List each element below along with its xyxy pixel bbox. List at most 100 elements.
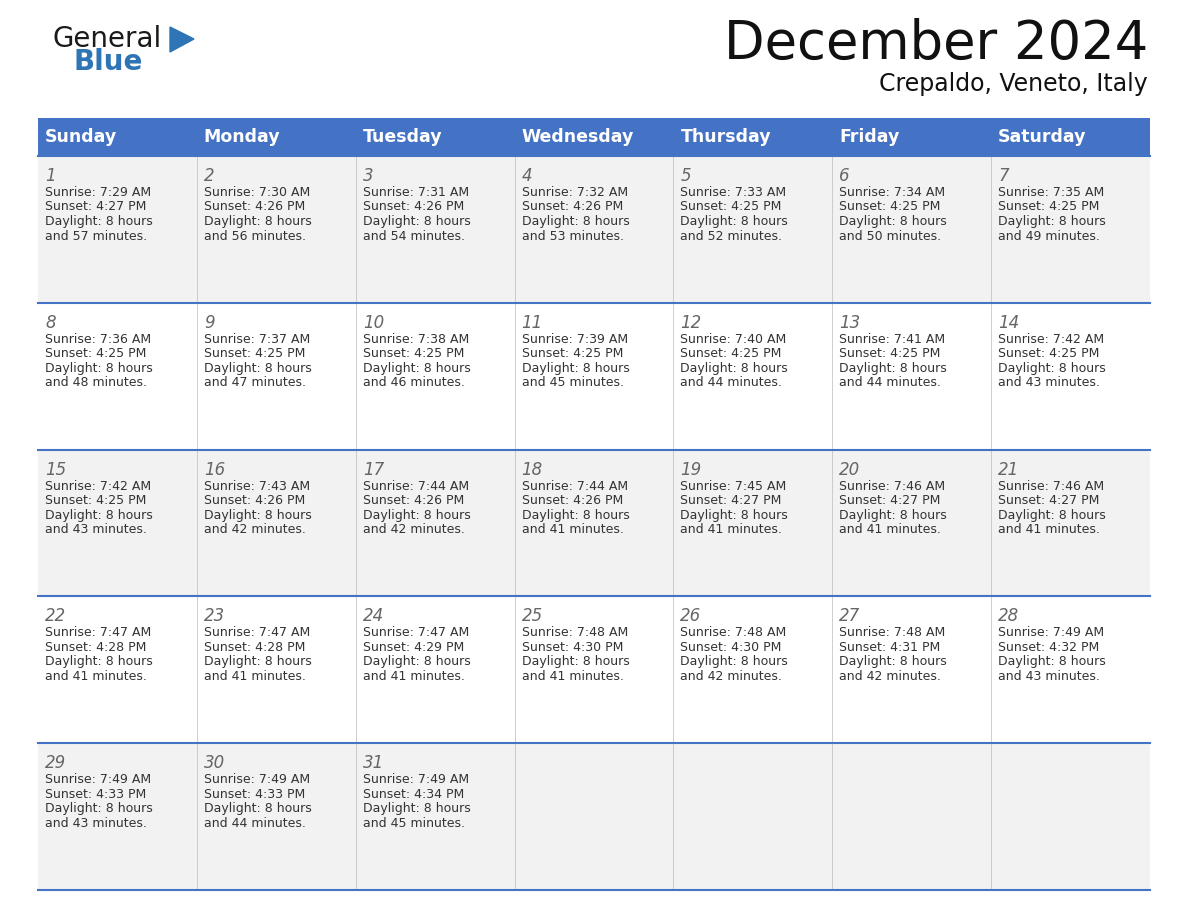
- Text: Sunset: 4:26 PM: Sunset: 4:26 PM: [522, 494, 623, 507]
- Text: Sunrise: 7:40 AM: Sunrise: 7:40 AM: [681, 333, 786, 346]
- Text: Sunrise: 7:41 AM: Sunrise: 7:41 AM: [839, 333, 946, 346]
- Text: Sunrise: 7:46 AM: Sunrise: 7:46 AM: [839, 479, 946, 493]
- Text: 27: 27: [839, 608, 860, 625]
- Text: Daylight: 8 hours: Daylight: 8 hours: [998, 655, 1106, 668]
- Text: Sunrise: 7:42 AM: Sunrise: 7:42 AM: [45, 479, 151, 493]
- Text: Daylight: 8 hours: Daylight: 8 hours: [45, 215, 153, 228]
- Text: Sunset: 4:25 PM: Sunset: 4:25 PM: [45, 347, 146, 360]
- Text: Sunrise: 7:47 AM: Sunrise: 7:47 AM: [45, 626, 151, 640]
- Text: Sunset: 4:28 PM: Sunset: 4:28 PM: [45, 641, 146, 654]
- Text: Sunrise: 7:49 AM: Sunrise: 7:49 AM: [362, 773, 469, 786]
- Text: Sunset: 4:33 PM: Sunset: 4:33 PM: [204, 788, 305, 800]
- Text: Sunrise: 7:30 AM: Sunrise: 7:30 AM: [204, 186, 310, 199]
- Bar: [38, 156, 1150, 303]
- Text: 15: 15: [45, 461, 67, 478]
- Text: Daylight: 8 hours: Daylight: 8 hours: [362, 655, 470, 668]
- Text: Sunset: 4:25 PM: Sunset: 4:25 PM: [204, 347, 305, 360]
- Text: and 56 minutes.: and 56 minutes.: [204, 230, 305, 242]
- Text: 17: 17: [362, 461, 384, 478]
- Text: Sunrise: 7:49 AM: Sunrise: 7:49 AM: [998, 626, 1105, 640]
- Text: Sunrise: 7:49 AM: Sunrise: 7:49 AM: [45, 773, 151, 786]
- Text: and 41 minutes.: and 41 minutes.: [839, 523, 941, 536]
- Text: Daylight: 8 hours: Daylight: 8 hours: [362, 362, 470, 375]
- Text: 1: 1: [45, 167, 56, 185]
- Text: Sunrise: 7:29 AM: Sunrise: 7:29 AM: [45, 186, 151, 199]
- Text: and 41 minutes.: and 41 minutes.: [522, 670, 624, 683]
- Text: Daylight: 8 hours: Daylight: 8 hours: [204, 655, 311, 668]
- Text: 31: 31: [362, 755, 384, 772]
- Text: and 44 minutes.: and 44 minutes.: [681, 376, 783, 389]
- Text: Wednesday: Wednesday: [522, 128, 634, 146]
- Text: Sunrise: 7:44 AM: Sunrise: 7:44 AM: [362, 479, 469, 493]
- Text: and 41 minutes.: and 41 minutes.: [45, 670, 147, 683]
- Text: Blue: Blue: [74, 48, 144, 76]
- Text: 6: 6: [839, 167, 849, 185]
- Text: 11: 11: [522, 314, 543, 331]
- Text: Friday: Friday: [839, 128, 899, 146]
- Text: Sunrise: 7:46 AM: Sunrise: 7:46 AM: [998, 479, 1105, 493]
- Bar: [38, 450, 1150, 597]
- Text: Sunrise: 7:44 AM: Sunrise: 7:44 AM: [522, 479, 627, 493]
- Text: 2: 2: [204, 167, 215, 185]
- Polygon shape: [170, 27, 194, 52]
- Text: 22: 22: [45, 608, 67, 625]
- Text: 18: 18: [522, 461, 543, 478]
- Text: and 43 minutes.: and 43 minutes.: [45, 817, 147, 830]
- Text: 21: 21: [998, 461, 1019, 478]
- Text: Sunset: 4:27 PM: Sunset: 4:27 PM: [45, 200, 146, 214]
- Text: Crepaldo, Veneto, Italy: Crepaldo, Veneto, Italy: [879, 72, 1148, 96]
- Text: Sunset: 4:25 PM: Sunset: 4:25 PM: [45, 494, 146, 507]
- Text: Sunset: 4:25 PM: Sunset: 4:25 PM: [998, 200, 1100, 214]
- Text: and 42 minutes.: and 42 minutes.: [362, 523, 465, 536]
- Text: Daylight: 8 hours: Daylight: 8 hours: [362, 802, 470, 815]
- Text: Sunset: 4:29 PM: Sunset: 4:29 PM: [362, 641, 465, 654]
- Text: Sunset: 4:27 PM: Sunset: 4:27 PM: [839, 494, 941, 507]
- Text: and 43 minutes.: and 43 minutes.: [45, 523, 147, 536]
- Text: Sunset: 4:26 PM: Sunset: 4:26 PM: [362, 494, 465, 507]
- Text: and 48 minutes.: and 48 minutes.: [45, 376, 147, 389]
- Text: Daylight: 8 hours: Daylight: 8 hours: [204, 215, 311, 228]
- Text: Daylight: 8 hours: Daylight: 8 hours: [998, 215, 1106, 228]
- Text: Monday: Monday: [204, 128, 280, 146]
- Text: Daylight: 8 hours: Daylight: 8 hours: [681, 509, 788, 521]
- Text: and 54 minutes.: and 54 minutes.: [362, 230, 465, 242]
- Text: Sunrise: 7:47 AM: Sunrise: 7:47 AM: [204, 626, 310, 640]
- Text: 5: 5: [681, 167, 691, 185]
- Text: Daylight: 8 hours: Daylight: 8 hours: [522, 362, 630, 375]
- Text: Sunset: 4:25 PM: Sunset: 4:25 PM: [362, 347, 465, 360]
- Text: Sunset: 4:30 PM: Sunset: 4:30 PM: [681, 641, 782, 654]
- Text: and 49 minutes.: and 49 minutes.: [998, 230, 1100, 242]
- Text: Sunrise: 7:34 AM: Sunrise: 7:34 AM: [839, 186, 946, 199]
- Text: Sunset: 4:25 PM: Sunset: 4:25 PM: [839, 200, 941, 214]
- Text: Sunset: 4:25 PM: Sunset: 4:25 PM: [681, 200, 782, 214]
- Text: and 43 minutes.: and 43 minutes.: [998, 376, 1100, 389]
- Text: Daylight: 8 hours: Daylight: 8 hours: [522, 655, 630, 668]
- Text: 29: 29: [45, 755, 67, 772]
- Text: Sunset: 4:25 PM: Sunset: 4:25 PM: [998, 347, 1100, 360]
- Text: Daylight: 8 hours: Daylight: 8 hours: [839, 655, 947, 668]
- Text: Sunset: 4:32 PM: Sunset: 4:32 PM: [998, 641, 1099, 654]
- Text: 23: 23: [204, 608, 225, 625]
- Text: Daylight: 8 hours: Daylight: 8 hours: [681, 362, 788, 375]
- Text: 24: 24: [362, 608, 384, 625]
- Text: 9: 9: [204, 314, 215, 331]
- Text: Sunrise: 7:48 AM: Sunrise: 7:48 AM: [681, 626, 786, 640]
- Text: Daylight: 8 hours: Daylight: 8 hours: [522, 509, 630, 521]
- Text: 14: 14: [998, 314, 1019, 331]
- Text: and 42 minutes.: and 42 minutes.: [681, 670, 783, 683]
- Text: and 50 minutes.: and 50 minutes.: [839, 230, 941, 242]
- Text: Daylight: 8 hours: Daylight: 8 hours: [45, 509, 153, 521]
- Text: Sunday: Sunday: [45, 128, 118, 146]
- Text: Sunrise: 7:48 AM: Sunrise: 7:48 AM: [839, 626, 946, 640]
- Text: and 43 minutes.: and 43 minutes.: [998, 670, 1100, 683]
- Text: Sunset: 4:30 PM: Sunset: 4:30 PM: [522, 641, 623, 654]
- Text: Sunset: 4:25 PM: Sunset: 4:25 PM: [522, 347, 623, 360]
- Text: Daylight: 8 hours: Daylight: 8 hours: [362, 215, 470, 228]
- Text: Sunrise: 7:36 AM: Sunrise: 7:36 AM: [45, 333, 151, 346]
- Text: Daylight: 8 hours: Daylight: 8 hours: [362, 509, 470, 521]
- Text: 10: 10: [362, 314, 384, 331]
- Text: 8: 8: [45, 314, 56, 331]
- Text: and 41 minutes.: and 41 minutes.: [362, 670, 465, 683]
- Text: and 47 minutes.: and 47 minutes.: [204, 376, 305, 389]
- Text: Sunrise: 7:48 AM: Sunrise: 7:48 AM: [522, 626, 627, 640]
